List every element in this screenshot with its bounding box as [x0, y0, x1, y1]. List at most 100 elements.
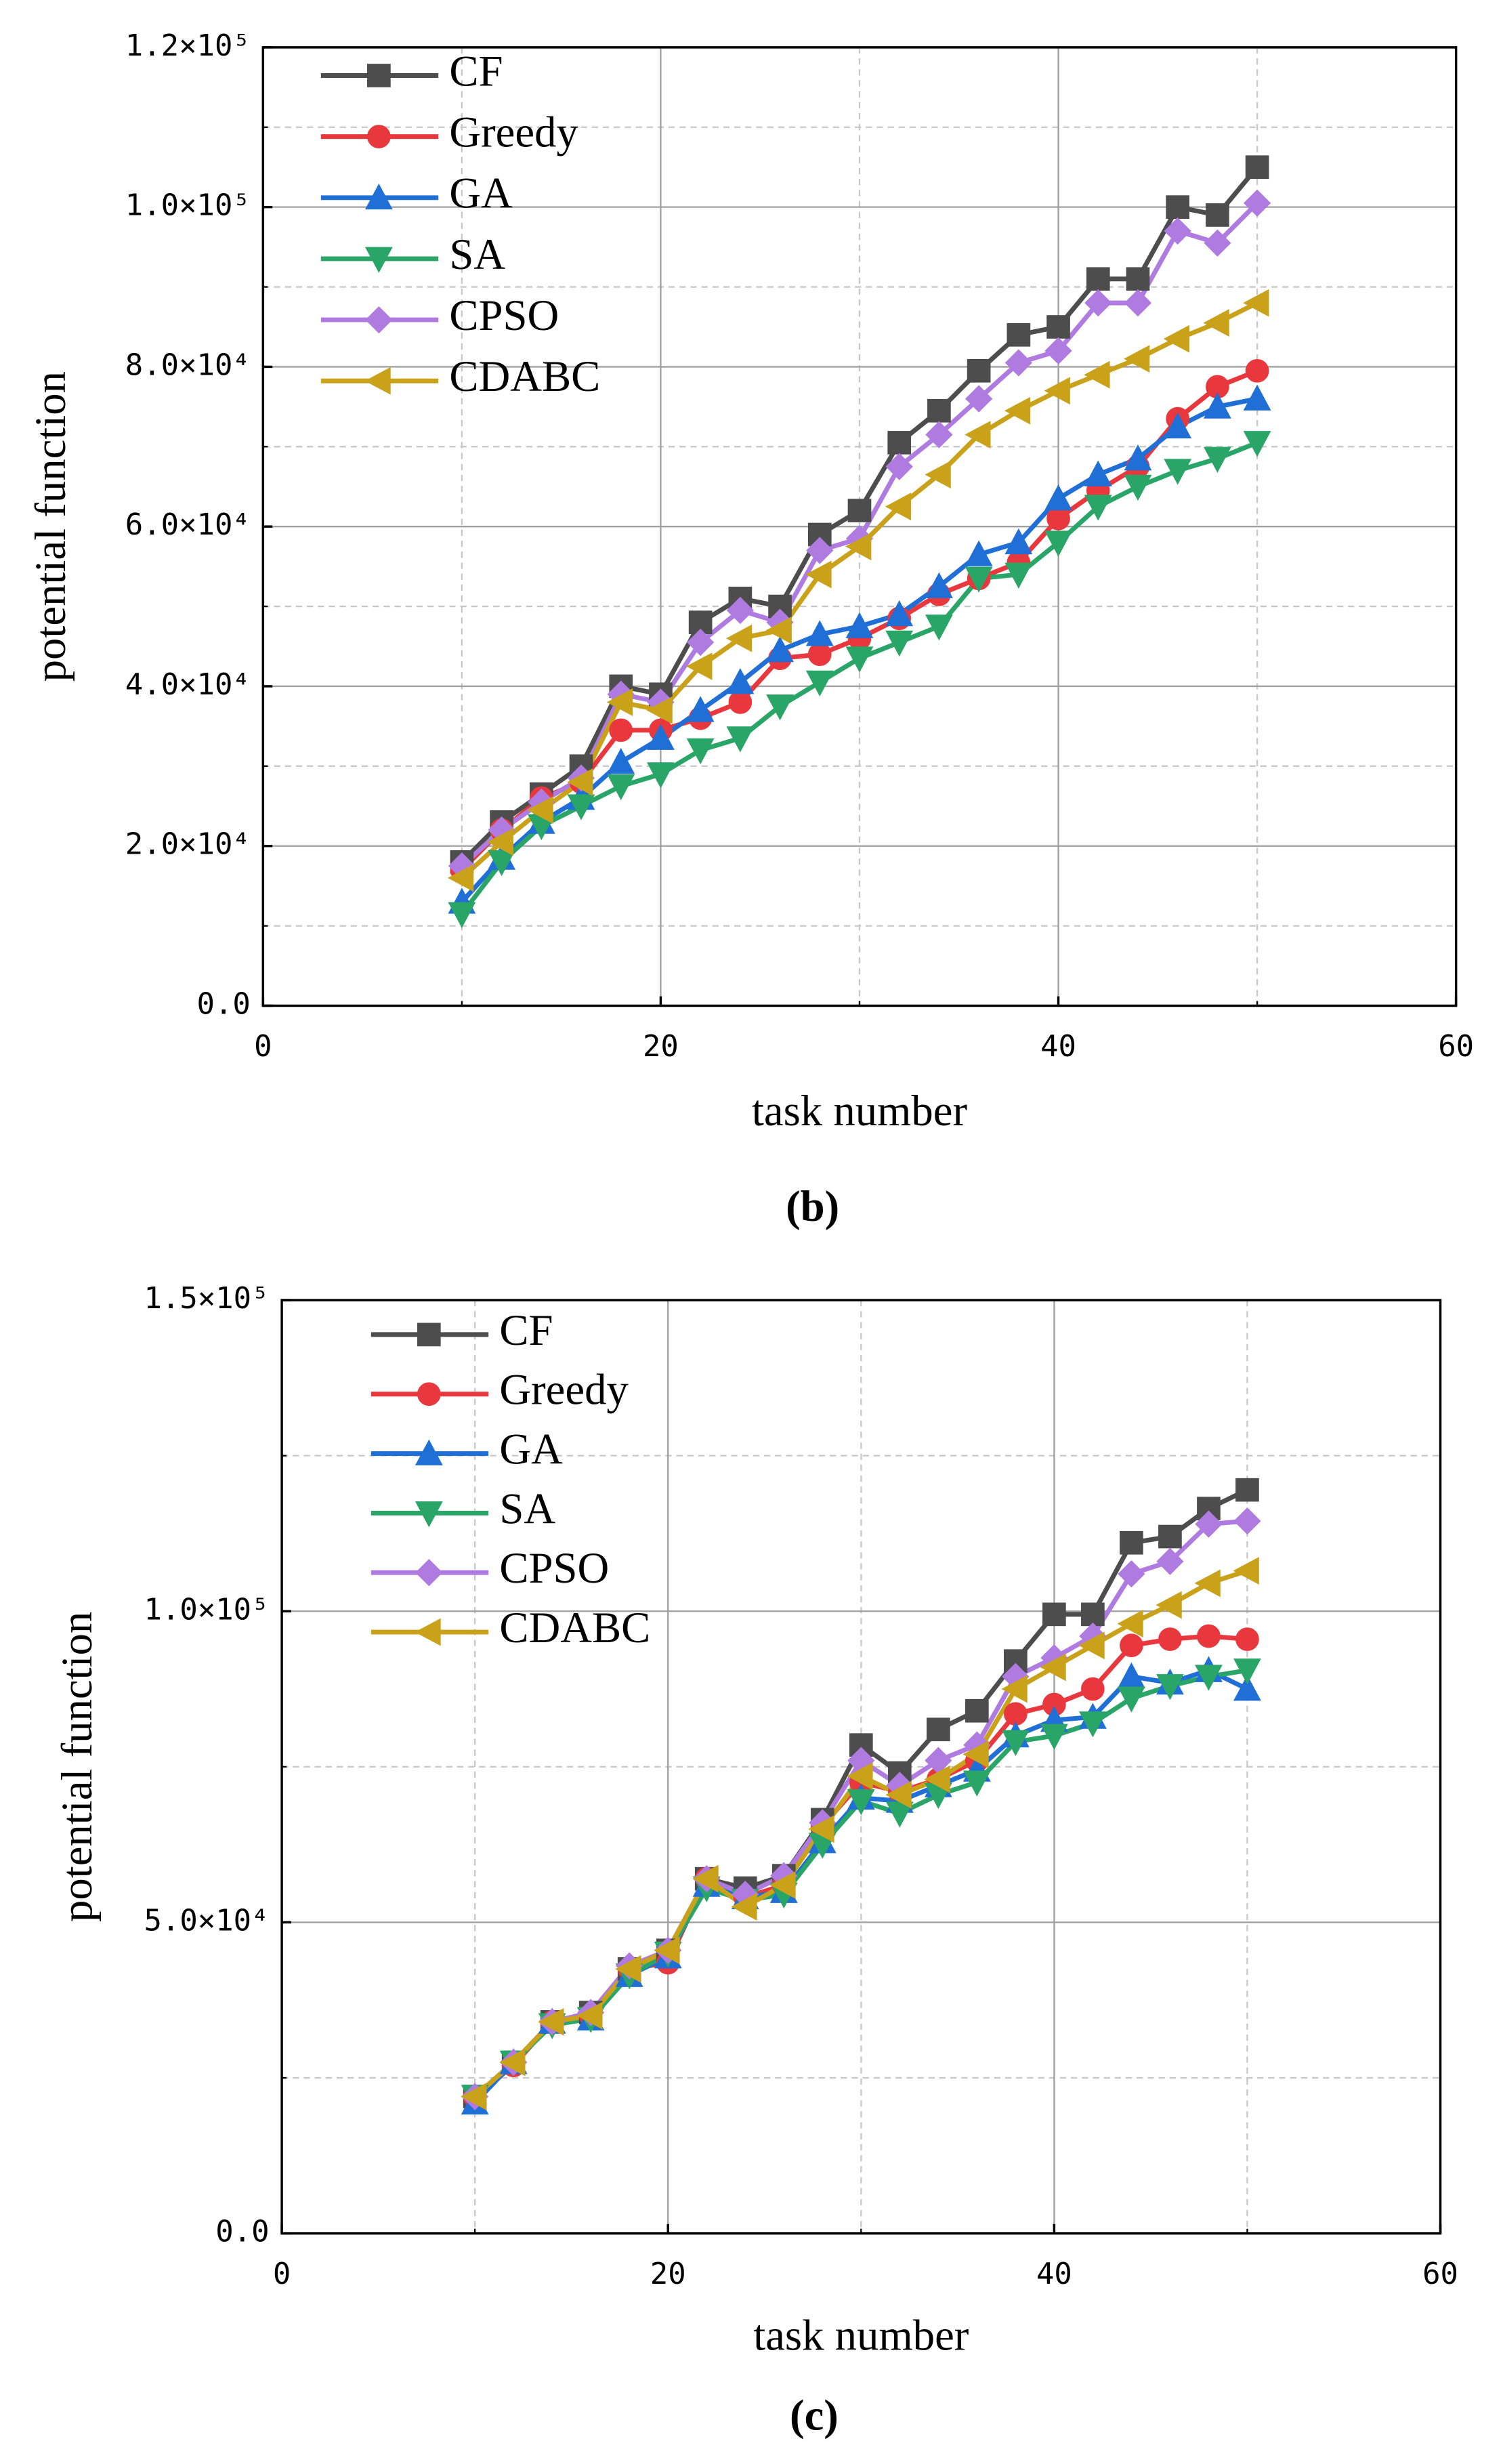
marker	[1007, 322, 1031, 347]
caption: (c)	[790, 2391, 839, 2440]
marker	[606, 688, 633, 716]
marker	[1084, 289, 1112, 317]
marker	[1084, 460, 1112, 486]
marker	[926, 1717, 950, 1742]
marker	[1004, 396, 1031, 425]
marker	[967, 358, 991, 383]
marker	[1124, 444, 1152, 471]
marker	[1084, 495, 1112, 521]
legend-label: CF	[499, 1306, 553, 1354]
marker	[1164, 217, 1191, 245]
marker	[461, 2083, 487, 2111]
marker	[1233, 1675, 1261, 1701]
marker	[1126, 267, 1150, 291]
marker	[447, 864, 474, 892]
marker	[654, 1936, 680, 1965]
marker	[1124, 345, 1150, 373]
marker	[448, 902, 476, 928]
x-tick-label: 0	[254, 1029, 272, 1064]
marker	[885, 493, 912, 521]
legend-label: CDABC	[449, 352, 600, 400]
marker	[1040, 1653, 1066, 1682]
marker	[726, 668, 755, 694]
marker	[1046, 315, 1070, 339]
marker	[847, 499, 872, 522]
x-tick-label: 40	[1040, 1029, 1076, 1064]
y-tick-label: 0.0	[215, 2215, 269, 2249]
panel: 0.0 5.0×10⁴ 1.0×10⁵ 1.5×10⁵ 0 20 40 60 task numb…	[52, 1281, 1458, 2440]
marker	[615, 1955, 641, 1983]
marker	[1195, 1665, 1223, 1691]
marker	[845, 533, 872, 561]
marker	[692, 1864, 719, 1893]
legend-label: CDABC	[499, 1603, 650, 1652]
marker	[725, 624, 753, 652]
marker	[686, 696, 715, 722]
y-tick-label: 4.0×10⁴	[125, 667, 251, 702]
marker	[887, 431, 912, 455]
legend-label: GA	[449, 169, 513, 217]
marker	[885, 1801, 914, 1828]
y-tick-label: 1.0×10⁵	[144, 1592, 270, 1627]
marker	[1078, 1711, 1107, 1738]
marker	[1164, 459, 1192, 485]
marker	[965, 385, 993, 413]
x-tick-label: 20	[650, 2257, 686, 2291]
marker	[1166, 195, 1190, 219]
marker	[1194, 1569, 1221, 1598]
x-tick-label: 40	[1036, 2257, 1072, 2291]
marker	[845, 646, 874, 673]
marker	[1046, 507, 1070, 530]
marker	[1243, 431, 1271, 457]
legend-label: SA	[499, 1484, 555, 1532]
y-axis-label: potential function	[26, 371, 75, 682]
legend-label: Greedy	[499, 1365, 629, 1414]
marker	[1158, 1524, 1182, 1549]
legend-marker	[364, 247, 393, 273]
marker	[1203, 446, 1231, 473]
marker	[1204, 229, 1231, 257]
marker	[885, 453, 913, 480]
legend-marker	[415, 1618, 441, 1646]
marker	[805, 670, 834, 697]
y-tick-label: 1.5×10⁵	[144, 1281, 270, 1316]
legend-label: GA	[499, 1424, 563, 1473]
legend-marker	[417, 1382, 441, 1406]
legend-marker	[415, 1501, 443, 1528]
marker	[885, 630, 914, 657]
marker	[1243, 189, 1271, 217]
marker	[1156, 1674, 1184, 1700]
marker	[765, 617, 792, 644]
marker	[1233, 1557, 1259, 1585]
marker	[731, 1893, 757, 1921]
marker	[1245, 358, 1269, 383]
legend-label: Greedy	[449, 107, 578, 156]
y-tick-label: 1.2×10⁵	[125, 28, 251, 63]
marker	[1243, 289, 1269, 317]
marker	[1235, 1627, 1259, 1651]
panel: 0.0 2.0×10⁴ 4.0×10⁴ 6.0×10⁴ 8.0×10⁴ 1.0×10⁵ 1.…	[26, 28, 1474, 1230]
marker	[1203, 309, 1229, 337]
marker	[1001, 1730, 1030, 1757]
x-axis-label: task number	[753, 2311, 969, 2360]
marker	[924, 1765, 950, 1793]
x-tick-label: 0	[273, 2257, 291, 2291]
marker	[1120, 1530, 1143, 1555]
marker	[965, 1698, 989, 1723]
legend-marker	[367, 64, 391, 87]
marker	[1124, 289, 1152, 317]
marker	[647, 724, 675, 750]
marker	[567, 794, 595, 820]
marker	[607, 774, 635, 801]
marker	[728, 690, 753, 714]
y-tick-label: 1.0×10⁵	[125, 188, 251, 223]
marker	[1004, 562, 1033, 589]
marker	[1081, 1677, 1105, 1701]
marker	[769, 1871, 796, 1899]
marker	[1233, 1507, 1261, 1535]
marker	[965, 566, 993, 593]
marker	[805, 620, 834, 646]
legend-label: CF	[449, 46, 503, 95]
marker	[927, 398, 951, 423]
